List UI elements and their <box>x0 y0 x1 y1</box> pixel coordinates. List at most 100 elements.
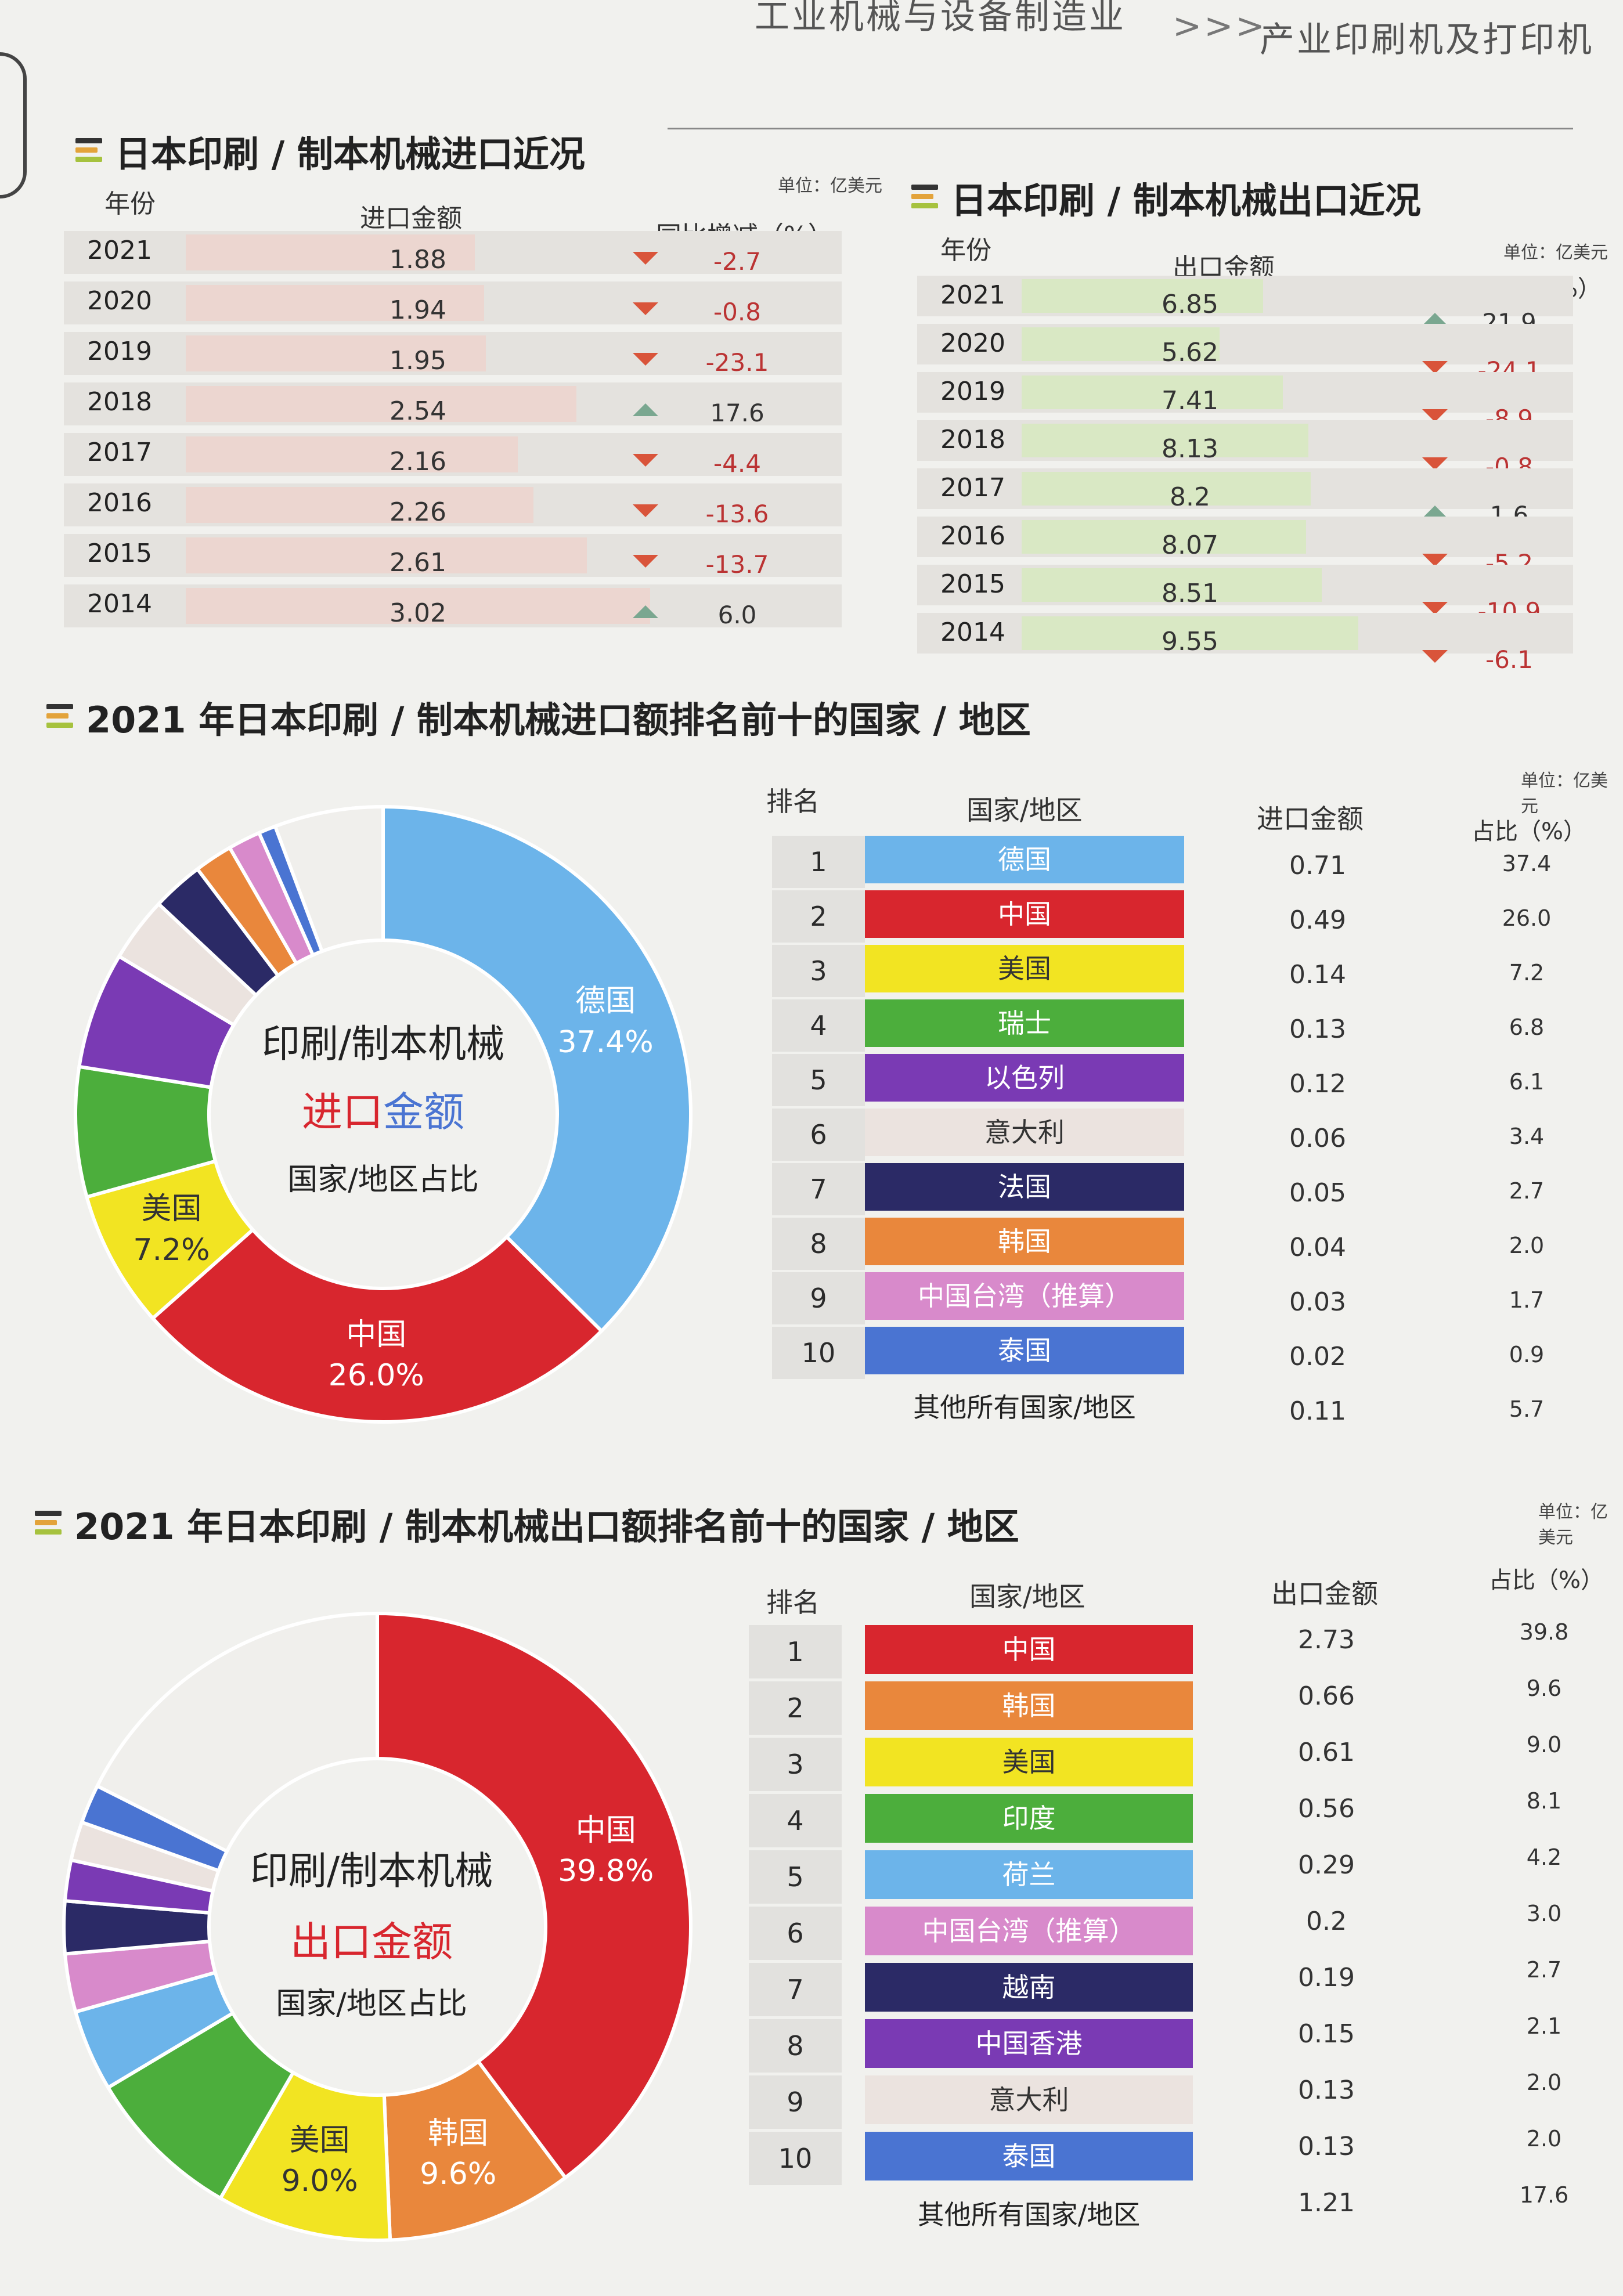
amount-value: 2.73 <box>1298 1625 1355 1655</box>
country-label: 瑞士 <box>865 999 1184 1047</box>
slice-country: 美国 <box>141 1192 202 1227</box>
trend-amount-bar <box>186 285 484 321</box>
amount-value: 0.61 <box>1298 1738 1355 1767</box>
trend-year: 2016 <box>87 488 152 518</box>
import-rank-unit: 单位：亿美元 <box>1521 771 1608 817</box>
trend-amount-bar <box>186 537 587 573</box>
country-label: 美国 <box>865 1738 1193 1786</box>
trend-amount-value: 1.95 <box>389 346 446 376</box>
trend-year: 2014 <box>87 589 152 619</box>
trend-amount-bar <box>1022 376 1283 409</box>
trend-year: 2017 <box>87 438 152 467</box>
triangle-up-icon <box>633 403 658 416</box>
donut-slice-label: 中国 39.8% <box>519 1810 693 1891</box>
trend-year: 2016 <box>940 521 1005 551</box>
country-label: 中国香港 <box>865 2019 1193 2068</box>
country-label: 中国 <box>865 890 1184 938</box>
triangle-down-icon <box>1422 650 1448 663</box>
trend-year: 2021 <box>940 280 1005 310</box>
trend-amount-bar <box>1022 472 1311 506</box>
trend-year: 2019 <box>87 337 152 366</box>
trend-amount-bar <box>186 588 650 624</box>
amount-value-others: 1.21 <box>1298 2188 1355 2218</box>
country-label: 中国台湾（推算） <box>865 1907 1193 1955</box>
slice-percent: 37.4% <box>557 1024 654 1060</box>
trend-year: 2018 <box>87 387 152 417</box>
header-rule <box>668 128 1573 129</box>
slice-country: 中国 <box>346 1317 407 1352</box>
trend-year: 2015 <box>940 569 1005 599</box>
import-rank-col-pct: 占比（%） <box>1471 818 1587 845</box>
triangle-down-icon <box>633 504 658 517</box>
trend-amount-bar <box>186 335 486 371</box>
trend-yoy-value: -2.7 <box>713 247 761 276</box>
trend-amount-value: 8.2 <box>1170 482 1210 512</box>
share-value: 8.1 <box>1526 1788 1562 1814</box>
slice-percent: 9.6% <box>420 2157 497 2192</box>
share-value: 2.1 <box>1526 2013 1562 2039</box>
rank-number: 2 <box>749 1681 842 1735</box>
country-label: 泰国 <box>865 1327 1184 1374</box>
trend-amount-bar <box>186 487 533 523</box>
country-label: 印度 <box>865 1794 1193 1843</box>
export-donut-chart <box>62 1611 693 2242</box>
amount-value: 0.06 <box>1289 1124 1346 1153</box>
share-value: 37.4 <box>1502 851 1552 876</box>
trend-year: 2018 <box>940 425 1005 454</box>
rank-number: 1 <box>772 836 865 888</box>
slice-country: 韩国 <box>428 2116 489 2151</box>
trend-amount-bar <box>186 234 475 270</box>
donut-slice-label: 美国 7.2% <box>84 1189 258 1270</box>
amount-value: 0.02 <box>1289 1342 1346 1371</box>
slice-country: 德国 <box>575 984 636 1019</box>
country-label: 德国 <box>865 836 1184 883</box>
trend-amount-value: 3.02 <box>389 598 446 628</box>
rank-number: 3 <box>749 1738 842 1791</box>
share-value: 3.4 <box>1509 1124 1545 1149</box>
trend-yoy-value: 17.6 <box>710 399 764 427</box>
share-value: 2.0 <box>1526 2070 1562 2095</box>
triangle-up-icon <box>1422 506 1448 518</box>
trend-amount-bar <box>186 436 518 472</box>
trend-amount-value: 8.51 <box>1162 579 1218 608</box>
triangle-down-icon <box>633 252 658 265</box>
triangle-down-icon <box>633 353 658 366</box>
amount-value: 0.49 <box>1289 905 1346 935</box>
donut-slice <box>376 1611 693 2181</box>
import-rank-col-country: 国家/地区 <box>966 795 1083 826</box>
rank-number: 3 <box>772 945 865 997</box>
export-rank-title: 2021 年日本印刷 / 制本机械出口额排名前十的国家 / 地区 <box>35 1497 1019 1550</box>
triangle-down-icon <box>1422 554 1448 566</box>
amount-value: 0.05 <box>1289 1178 1346 1208</box>
trend-amount-bar <box>1022 327 1220 361</box>
donut-slice <box>95 1611 379 1854</box>
trend-amount-value: 7.41 <box>1162 386 1218 416</box>
trend-amount-value: 2.16 <box>389 447 446 476</box>
section-icon <box>35 1511 64 1536</box>
import-col-year: 年份 <box>104 189 156 219</box>
slice-percent: 7.2% <box>133 1232 210 1268</box>
amount-value: 0.29 <box>1298 1850 1355 1880</box>
section-icon <box>46 704 75 730</box>
rank-number: 9 <box>772 1272 865 1324</box>
triangle-down-icon <box>633 555 658 568</box>
triangle-down-icon <box>1422 409 1448 422</box>
rank-number: 8 <box>772 1218 865 1270</box>
trend-amount-bar <box>1022 520 1306 554</box>
country-label: 越南 <box>865 1963 1193 2012</box>
donut-slice-label: 德国 37.4% <box>518 981 693 1062</box>
share-value: 1.7 <box>1509 1287 1545 1313</box>
country-label: 美国 <box>865 945 1184 992</box>
trend-amount-value: 2.26 <box>389 497 446 527</box>
slice-percent: 9.0% <box>281 2164 358 2199</box>
country-label: 中国 <box>865 1625 1193 1674</box>
trend-amount-value: 2.54 <box>389 396 446 426</box>
trend-yoy-value: -6.1 <box>1485 645 1533 674</box>
import-donut-center-title: 印刷/制本机械 <box>261 1021 505 1066</box>
export-col-year: 年份 <box>940 236 991 265</box>
share-value: 3.0 <box>1526 1901 1562 1926</box>
import-donut-center-sub: 进口金额 <box>302 1088 464 1136</box>
slice-country: 中国 <box>575 1813 636 1848</box>
section-icon <box>911 185 940 210</box>
share-value: 0.9 <box>1509 1342 1545 1367</box>
